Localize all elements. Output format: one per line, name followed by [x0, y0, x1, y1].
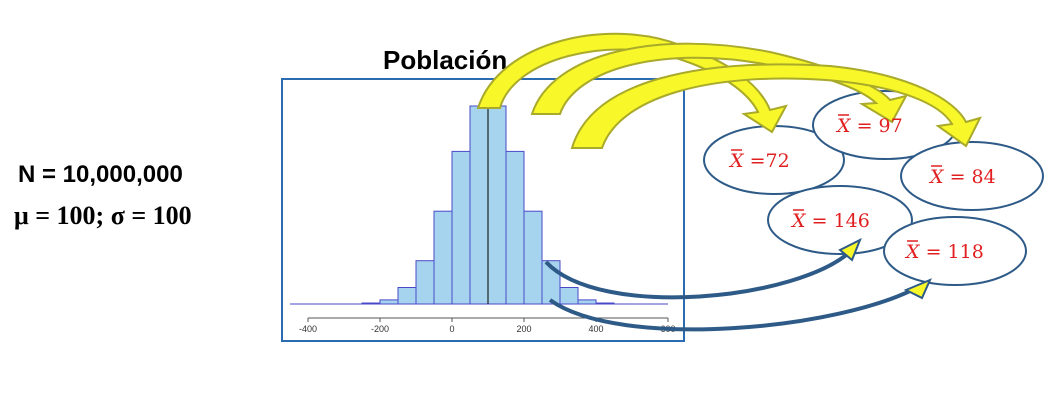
sample-ellipse-5: [883, 216, 1027, 286]
histogram-bar: [397, 287, 417, 305]
histogram-bar: [487, 105, 507, 305]
histogram-bar: [415, 260, 435, 305]
x-tick-label: 200: [516, 324, 531, 334]
population-params-label: μ = 100; σ = 100: [14, 201, 192, 230]
histogram-bar: [577, 299, 597, 305]
sample-mean-label-5: X = 118: [904, 241, 984, 263]
histogram-bar: [595, 302, 615, 305]
population-size-label: N = 10,000,000: [18, 161, 183, 188]
curve-arrow-to-118: [548, 284, 921, 332]
histogram-bar: [505, 150, 525, 305]
histogram-bar: [433, 210, 453, 305]
sample-ellipse-4: [767, 185, 913, 255]
histogram-bar: [559, 287, 579, 305]
x-tick-label: -200: [371, 324, 389, 334]
histogram-bar: [469, 105, 489, 305]
x-tick-label: -400: [299, 324, 317, 334]
sample-mean-label-3: X = 84: [928, 166, 996, 188]
x-tick-label: 400: [588, 324, 603, 334]
sample-mean-label-4: X = 146: [790, 210, 870, 232]
arrowhead-to-146: [838, 237, 862, 262]
sample-mean-label-2: X = 97: [835, 115, 903, 137]
histogram-bar: [523, 210, 543, 305]
histogram-bar: [451, 150, 471, 305]
population-histogram: -400 -200 0 200 400 600: [290, 105, 676, 334]
x-tick-label: 0: [449, 324, 454, 334]
arrowhead-to-118: [903, 278, 932, 300]
curve-arrow-to-146: [544, 248, 854, 300]
population-title: Población: [383, 45, 507, 75]
histogram-bar: [379, 299, 399, 305]
yellow-arrow-to-97: [530, 42, 908, 124]
histogram-bar: [361, 302, 381, 305]
sample-ellipse-3: [900, 141, 1044, 211]
yellow-arrow-to-84: [570, 63, 982, 149]
sample-mean-label-1: X =72: [728, 150, 790, 172]
